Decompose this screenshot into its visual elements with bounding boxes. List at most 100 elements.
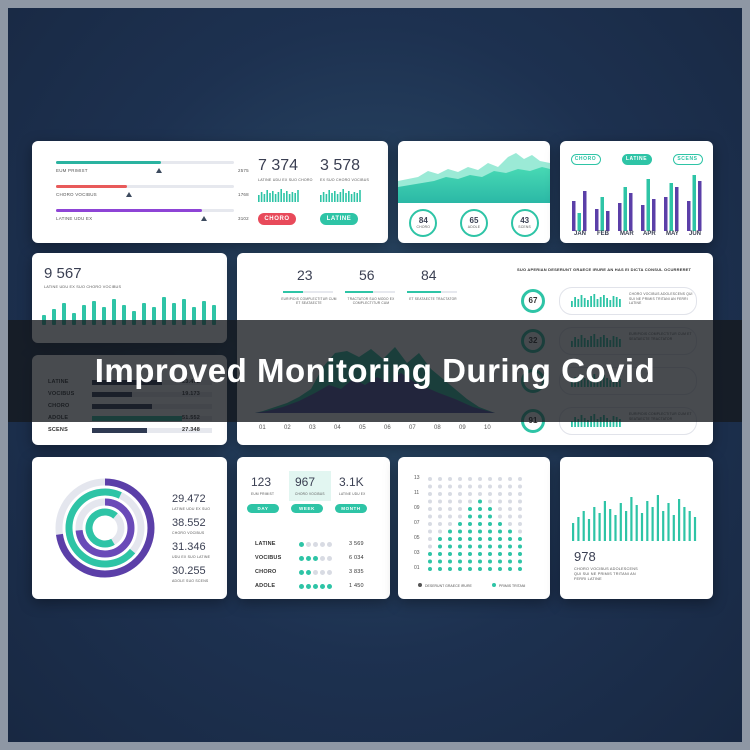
month-label: FEB [597, 231, 609, 237]
mini-bar [322, 192, 325, 202]
dots-row-label: CHORO [255, 569, 277, 575]
list-fill [92, 428, 147, 433]
matrix-dot [438, 559, 442, 564]
count-bar [142, 303, 146, 325]
month-card: CHORO LATINE SCENS JAN FEB MAR APR MAY JUN [560, 141, 713, 243]
dot [313, 584, 318, 589]
dots-row-label: LATINE [255, 541, 276, 547]
month-bar [572, 201, 576, 231]
wave-stat-fill [283, 291, 303, 293]
side-bar [615, 417, 618, 427]
month-bar [623, 187, 627, 231]
matrix-dot [468, 529, 472, 534]
matrix-dot [488, 522, 492, 526]
wave-x-tick: 06 [384, 425, 391, 431]
matrix-dot [488, 499, 492, 504]
spark-bar [630, 497, 633, 541]
spark-bar [619, 503, 622, 541]
wave-stat-fill [345, 291, 373, 293]
matrix-dot [468, 544, 472, 549]
radial-label: ADOLE SUO SCENS [172, 579, 209, 583]
matrix-dot [428, 522, 432, 526]
spark-bar [672, 515, 675, 541]
mini-bar [280, 189, 282, 202]
mini-bar-chart [258, 189, 299, 202]
matrix-dot [518, 544, 522, 549]
period-button[interactable]: MONTH [335, 504, 367, 513]
dots-row-value: 3 569 [349, 541, 364, 547]
side-bar [583, 298, 586, 307]
matrix-dot [468, 477, 472, 481]
wave-x-tick: 07 [409, 425, 416, 431]
matrix-dot [518, 514, 522, 519]
spark-bar [656, 495, 659, 541]
circle-value: 65 [469, 216, 479, 225]
month-bar-chart [572, 175, 702, 231]
wave-x-tick: 05 [359, 425, 366, 431]
matrix-dot [428, 499, 432, 504]
circle-label: ADOLE [467, 225, 481, 229]
matrix-dot [438, 507, 442, 511]
matrix-dot [448, 537, 452, 541]
progress-marker[interactable] [156, 168, 163, 173]
spark-bar [614, 515, 617, 541]
progress-row: CHORO VOCIBUS 1768 [56, 185, 249, 205]
choro-button[interactable]: CHORO [258, 213, 296, 225]
wave-stat-label: TRACTATOR SUO MODO EX COMPLECTITUR CUM [347, 297, 395, 305]
matrix-y-tick: 13 [414, 475, 420, 481]
spark-card: 978 CHORO VOCIBUS ADOLESCENS QUI SUI NE … [560, 457, 713, 599]
mini-bar [269, 193, 271, 202]
mini-bar [297, 190, 299, 202]
matrix-dot [448, 507, 452, 511]
dot [320, 584, 325, 589]
spark-bar [688, 511, 691, 541]
side-bar [619, 419, 621, 427]
mini-bar [294, 193, 296, 202]
tab-scens[interactable]: SCENS [672, 154, 703, 165]
side-bar [615, 297, 618, 307]
matrix-dot [498, 484, 502, 489]
stat-value: 7 374 [258, 157, 299, 174]
matrix-dot [428, 507, 432, 511]
matrix-dot [508, 529, 512, 534]
tab-choro[interactable]: CHORO [570, 154, 601, 165]
tab-latine[interactable]: LATINE [621, 154, 652, 165]
mini-bar [277, 192, 280, 202]
side-bar [609, 420, 612, 427]
area-circles: 84 CHORO 65 ADOLE 43 SCENS [398, 209, 550, 241]
radial-value: 30.255 [172, 565, 206, 577]
progress-fill [56, 185, 128, 188]
spark-bar [693, 517, 697, 541]
period-button[interactable]: WEEK [291, 504, 323, 513]
dot [320, 542, 325, 547]
side-row-circle[interactable]: 67 [521, 289, 545, 313]
matrix-dot [428, 552, 432, 556]
spark-text-line: FERRI LATINE [574, 577, 602, 581]
progress-value: 3102 [238, 216, 249, 221]
progress-marker[interactable] [125, 192, 132, 197]
selected-stat-bg [289, 471, 331, 501]
side-bar [596, 299, 599, 307]
count-bar [172, 303, 176, 325]
matrix-dot [458, 484, 462, 489]
matrix-dot [518, 499, 522, 504]
latine-button[interactable]: LATINE [320, 213, 358, 225]
matrix-dot [508, 507, 512, 511]
month-label: MAR [620, 231, 634, 237]
matrix-dot [488, 507, 492, 511]
legend-dot [492, 583, 496, 587]
period-button[interactable]: DAY [247, 504, 279, 513]
dot [327, 570, 332, 575]
stat-label: LATINE UDU EX SUO CHORO [258, 178, 313, 182]
matrix-dot [498, 514, 502, 519]
list-value: 27.348 [182, 427, 201, 433]
dots-stat-label: EUM PRIMIST [251, 492, 275, 496]
side-bar [587, 420, 589, 427]
matrix-dot [428, 477, 432, 481]
matrix-dot [438, 567, 442, 571]
dot [299, 584, 304, 589]
progress-marker[interactable] [200, 216, 207, 221]
mini-bar [328, 190, 330, 202]
radial-value: 31.346 [172, 541, 206, 553]
matrix-dot [518, 492, 522, 496]
